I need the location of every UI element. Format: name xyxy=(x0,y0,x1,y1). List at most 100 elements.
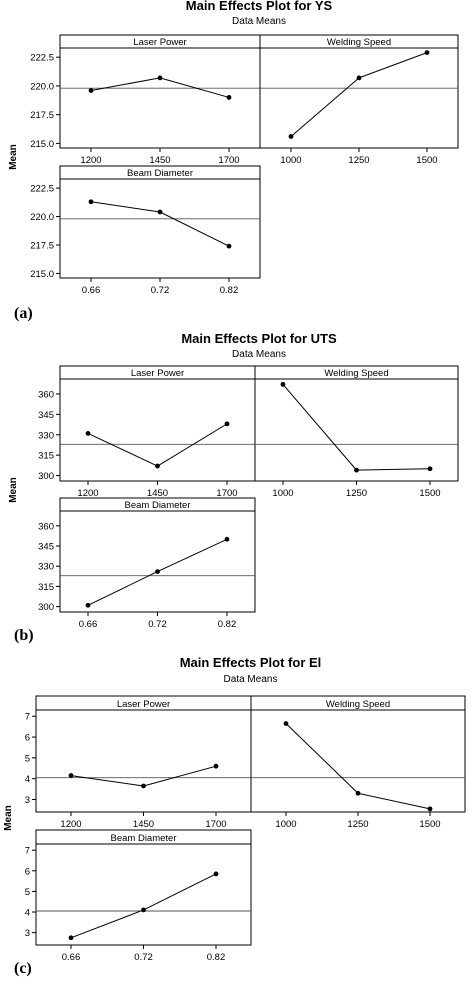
x-tick-label: 1250 xyxy=(347,819,368,830)
factor-name: Beam Diameter xyxy=(127,168,193,179)
data-point xyxy=(224,421,230,427)
x-tick-label: 1500 xyxy=(419,488,440,499)
main-effects-chart-1: Main Effects Plot for YS Data Means (a) Mea… xyxy=(8,0,459,322)
chart-subtitle: Data Means xyxy=(224,674,278,685)
x-tick-label: 1450 xyxy=(133,819,154,830)
y-tick-label: 5 xyxy=(25,887,30,898)
x-tick-label: 1000 xyxy=(272,488,293,499)
data-point xyxy=(427,806,433,812)
panel-label: (b) xyxy=(14,627,34,644)
panel-frame xyxy=(254,378,459,482)
data-point xyxy=(226,95,232,100)
y-tick-label: 330 xyxy=(38,430,54,441)
factor-name: Beam Diameter xyxy=(125,500,191,511)
factor-name: Laser Power xyxy=(117,699,170,710)
factor-panel-beam-diameter: Beam Diameter 215.0 217.5 220.0 222.5 0.66 0.7… xyxy=(30,165,261,296)
factor-panel-laser-power: Laser Power 300 315 330 345 360 1200 1450 1700 xyxy=(38,365,256,499)
data-point xyxy=(427,466,433,472)
effect-line-segment xyxy=(358,52,428,79)
factor-panel-beam-diameter: Beam Diameter 3 4 5 6 7 0.66 0.72 0.82 xyxy=(25,829,252,963)
panel-frame xyxy=(259,47,459,149)
x-tick-label: 1250 xyxy=(346,488,367,499)
factor-panel-laser-power: Laser Power 3 4 5 6 7 1200 1450 1700 xyxy=(25,695,252,830)
effect-line-segment xyxy=(282,384,357,471)
x-tick-label: 1450 xyxy=(149,155,170,166)
y-tick-label: 222.5 xyxy=(30,184,54,195)
factor-name: Welding Speed xyxy=(326,699,390,710)
effect-line-segment xyxy=(356,468,431,471)
y-tick-label: 345 xyxy=(38,542,54,553)
factor-panel-laser-power: Laser Power 215.0 217.5 220.0 222.5 1200 1450 1… xyxy=(30,34,261,166)
data-point xyxy=(68,773,74,778)
panel-frame xyxy=(59,178,261,279)
x-tick-label: 1500 xyxy=(419,819,440,830)
y-tick-label: 4 xyxy=(25,908,30,919)
data-point xyxy=(424,50,430,55)
data-point xyxy=(88,199,94,205)
y-tick-label: 3 xyxy=(25,795,30,806)
effect-line-segment xyxy=(357,792,431,810)
factor-panel-beam-diameter: Beam Diameter 300 315 330 345 360 0.66 0.72 0.82 xyxy=(38,497,256,630)
y-tick-label: 315 xyxy=(38,582,54,593)
y-tick-label: 220.0 xyxy=(30,212,54,223)
chart-subtitle: Data Means xyxy=(232,349,286,360)
factor-panel-welding-speed: Welding Speed 1000 1250 1500 xyxy=(250,695,466,830)
main-effects-chart-2: Main Effects Plot for UTS Data Means (b) Me… xyxy=(8,331,459,644)
y-tick-label: 5 xyxy=(25,753,30,764)
x-tick-label: 1500 xyxy=(416,155,437,166)
factor-name: Laser Power xyxy=(133,37,186,48)
y-axis-label: Mean xyxy=(8,144,19,170)
x-tick-label: 1000 xyxy=(280,155,301,166)
data-point xyxy=(213,763,219,769)
data-point xyxy=(213,871,219,877)
y-tick-label: 220.0 xyxy=(30,81,54,92)
chart-title: Main Effects Plot for YS xyxy=(186,0,333,13)
effect-line-segment xyxy=(87,432,158,467)
effect-line-segment xyxy=(70,775,144,787)
x-tick-label: 1450 xyxy=(147,488,168,499)
y-axis-label: Mean xyxy=(3,805,14,831)
x-tick-label: 1200 xyxy=(80,155,101,166)
x-tick-label: 1700 xyxy=(216,488,237,499)
y-tick-label: 300 xyxy=(38,471,54,482)
factor-panel-welding-speed: Welding Speed 1000 1250 1500 xyxy=(254,365,459,499)
y-tick-label: 222.5 xyxy=(30,53,54,64)
data-point xyxy=(354,467,359,473)
effect-line-segment xyxy=(157,538,228,573)
data-point xyxy=(155,569,160,574)
effect-line-segment xyxy=(159,77,230,98)
x-tick-label: 0.82 xyxy=(218,619,237,630)
effect-line-segment xyxy=(90,77,161,92)
y-tick-label: 300 xyxy=(38,602,54,613)
effect-line-segment xyxy=(90,201,161,213)
effect-line-segment xyxy=(70,909,144,939)
x-tick-label: 0.82 xyxy=(220,285,239,296)
x-tick-label: 1700 xyxy=(205,819,226,830)
factor-name: Laser Power xyxy=(131,368,184,379)
data-point xyxy=(280,382,286,387)
y-tick-label: 315 xyxy=(38,451,54,462)
y-axis-label: Mean xyxy=(8,477,19,503)
x-tick-label: 0.72 xyxy=(134,952,153,963)
effect-line-segment xyxy=(87,571,158,606)
effect-line-segment xyxy=(285,723,359,794)
factor-name: Welding Speed xyxy=(327,37,391,48)
y-tick-label: 330 xyxy=(38,562,54,573)
x-tick-label: 0.72 xyxy=(151,285,170,296)
y-tick-label: 6 xyxy=(25,866,30,877)
data-point xyxy=(141,907,146,913)
x-tick-label: 1200 xyxy=(60,819,81,830)
data-point xyxy=(224,536,230,542)
chart-title: Main Effects Plot for UTS xyxy=(181,331,337,346)
x-tick-label: 1200 xyxy=(77,488,98,499)
panel-frame xyxy=(35,709,252,813)
y-tick-label: 217.5 xyxy=(30,241,54,252)
chart-subtitle: Data Means xyxy=(232,16,286,27)
data-point xyxy=(355,790,361,796)
x-tick-label: 0.72 xyxy=(148,619,167,630)
effect-line-segment xyxy=(143,873,217,911)
y-tick-label: 215.0 xyxy=(30,139,54,150)
y-tick-label: 217.5 xyxy=(30,110,54,121)
